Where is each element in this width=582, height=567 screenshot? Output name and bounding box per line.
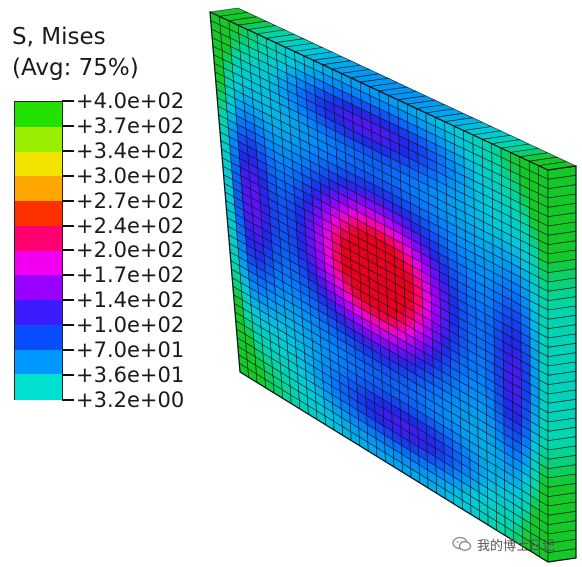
legend-label: +1.0e+02 [76, 313, 185, 338]
legend-band [15, 176, 62, 202]
legend-band [15, 275, 62, 301]
legend-label: +1.7e+02 [76, 263, 185, 288]
legend-subtitle: (Avg: 75%) [12, 55, 139, 81]
legend-tick [62, 174, 74, 177]
legend-tick [62, 249, 74, 252]
legend-tick [62, 324, 74, 327]
plate-outline [209, 11, 577, 563]
legend-tick [62, 124, 74, 127]
legend-label: +3.4e+02 [76, 138, 185, 163]
legend-tick [62, 373, 74, 376]
legend-title: S, Mises [12, 24, 106, 50]
legend-band [15, 126, 62, 152]
legend-label: +2.0e+02 [76, 238, 185, 263]
legend-label: +3.0e+02 [76, 163, 185, 188]
legend-tick [62, 299, 74, 302]
plate-front-face [209, 11, 549, 563]
watermark-text: 我的博士日记 [477, 538, 556, 554]
legend-tick [62, 398, 74, 401]
legend-tick [62, 224, 74, 227]
legend-band [15, 151, 62, 177]
legend-label: +1.4e+02 [76, 288, 185, 313]
legend-band [15, 300, 62, 326]
watermark: 我的博士日记 [452, 534, 555, 554]
legend-label: +3.2e+00 [76, 387, 185, 412]
legend-label: +3.7e+02 [76, 113, 185, 138]
legend-label: +2.7e+02 [76, 188, 185, 213]
legend-color-bar [14, 101, 63, 400]
legend-tick [62, 100, 74, 102]
legend-label: +4.0e+02 [76, 89, 185, 113]
legend-band [15, 324, 62, 350]
legend-band [15, 349, 62, 375]
legend-band [15, 250, 62, 276]
legend-tick [62, 149, 74, 152]
legend-band [15, 102, 62, 128]
legend-tick [62, 199, 74, 202]
legend-tick [62, 274, 74, 277]
legend-band [15, 374, 62, 400]
plate-right-edge [547, 165, 577, 563]
legend-tick [62, 349, 74, 351]
legend-label: +2.4e+02 [76, 213, 185, 238]
legend-label: +3.6e+01 [76, 362, 185, 387]
legend-label: +7.0e+01 [76, 338, 185, 362]
wechat-icon [452, 536, 472, 551]
legend-band [15, 225, 62, 251]
legend-band [15, 201, 62, 227]
